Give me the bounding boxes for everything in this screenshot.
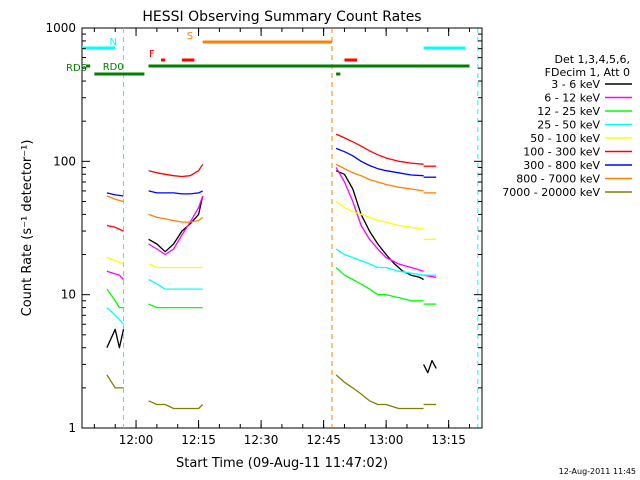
legend-label-3: 25 - 50 keV xyxy=(537,119,600,132)
status-label-rd6: RD6 xyxy=(66,63,87,74)
series-line-1-seg-1 xyxy=(148,195,204,256)
legend-label-7: 800 - 7000 keV xyxy=(516,173,600,186)
plot-frame xyxy=(81,27,483,429)
series-line-8-seg-2 xyxy=(335,374,424,410)
legend-label-1: 6 - 12 keV xyxy=(544,92,600,105)
series-line-4-seg-0 xyxy=(106,256,124,265)
series-line-7-seg-1 xyxy=(148,213,204,223)
series-line-5-seg-0 xyxy=(106,224,124,232)
x-tick-label-1: 12:15 xyxy=(181,433,216,447)
series-line-4-seg-1 xyxy=(148,263,203,269)
status-label-f: F xyxy=(149,49,155,60)
y-tick-label-3: 1000 xyxy=(45,21,76,35)
legend-label-6: 300 - 800 keV xyxy=(523,159,600,172)
legend-label-4: 50 - 100 keV xyxy=(530,132,600,145)
series-line-8-seg-1 xyxy=(148,400,204,410)
legend-label-5: 100 - 300 keV xyxy=(523,146,600,159)
series-line-7-seg-0 xyxy=(106,195,124,203)
series-line-2-seg-2 xyxy=(335,267,424,302)
series-line-3-seg-1 xyxy=(148,278,203,290)
series-line-5-seg-2 xyxy=(335,133,424,165)
series-line-3-seg-2 xyxy=(335,248,424,276)
vertical-markers xyxy=(123,28,479,428)
series-line-6-seg-1 xyxy=(148,190,203,195)
status-bars: N S F RD0 RD6 xyxy=(66,31,470,76)
series-line-4-seg-2 xyxy=(335,200,424,230)
series-line-0-seg-0 xyxy=(106,328,125,349)
legend-header-line-1: Det 1,3,4,5,6, xyxy=(554,53,630,66)
y-tick-label-1: 10 xyxy=(61,288,76,302)
legend-label-2: 12 - 25 keV xyxy=(537,105,600,118)
x-tick-label-2: 12:30 xyxy=(244,433,279,447)
legend-label-8: 7000 - 20000 keV xyxy=(502,186,600,199)
status-label-s: S xyxy=(187,31,193,42)
axes-ticks: 12:00 12:15 12:30 12:45 13:00 13:15 1 10 100 1000 xyxy=(45,21,482,447)
series-line-6-seg-2 xyxy=(335,147,424,177)
x-tick-label-3: 12:45 xyxy=(306,433,341,447)
series-lines xyxy=(106,133,437,410)
timestamp: 12-Aug-2011 11:45 xyxy=(559,467,636,476)
series-line-2-seg-1 xyxy=(148,303,203,309)
series-line-0-seg-2 xyxy=(335,170,424,281)
series-line-3-seg-0 xyxy=(106,307,124,325)
chart-title: HESSI Observing Summary Count Rates xyxy=(142,9,421,25)
status-label-rd0: RD0 xyxy=(103,62,124,73)
y-axis-label: Count Rate (s⁻¹ detector⁻¹) xyxy=(20,140,35,317)
legend-header-line-2: FDecim 1, Att 0 xyxy=(545,66,630,79)
status-label-n: N xyxy=(110,37,117,48)
series-line-1-seg-0 xyxy=(106,270,124,280)
x-tick-label-0: 12:00 xyxy=(119,433,154,447)
series-line-8-seg-0 xyxy=(106,374,124,389)
series-line-7-seg-2 xyxy=(335,163,424,192)
series-line-6-seg-0 xyxy=(106,192,124,197)
legend-label-0: 3 - 6 keV xyxy=(551,78,600,91)
y-tick-label-0: 1 xyxy=(68,421,76,435)
series-line-1-seg-2 xyxy=(335,167,424,272)
x-tick-label-4: 13:00 xyxy=(369,433,404,447)
series-line-0-seg-3 xyxy=(423,359,437,374)
series-line-2-seg-0 xyxy=(106,288,124,309)
series-line-0-seg-1 xyxy=(148,195,204,253)
x-tick-label-5: 13:15 xyxy=(431,433,466,447)
series-line-5-seg-1 xyxy=(148,163,204,178)
x-axis-label: Start Time (09-Aug-11 11:47:02) xyxy=(176,456,388,471)
y-tick-label-2: 100 xyxy=(53,154,76,168)
